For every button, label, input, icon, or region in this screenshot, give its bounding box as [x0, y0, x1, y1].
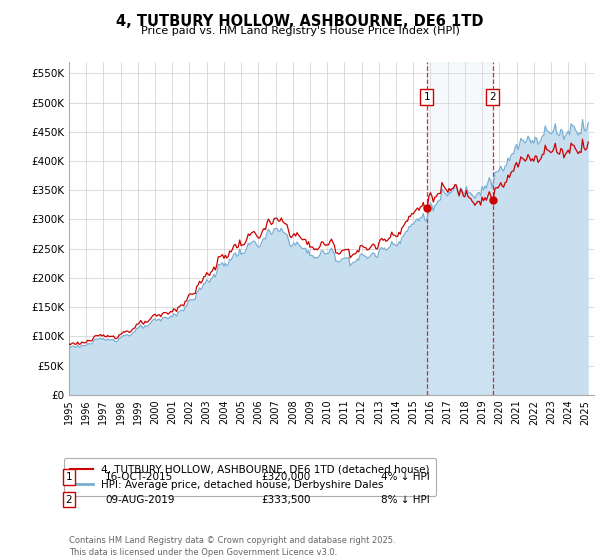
Text: 8% ↓ HPI: 8% ↓ HPI — [381, 494, 430, 505]
Text: Price paid vs. HM Land Registry's House Price Index (HPI): Price paid vs. HM Land Registry's House … — [140, 26, 460, 36]
Text: 4% ↓ HPI: 4% ↓ HPI — [381, 472, 430, 482]
Text: 16-OCT-2015: 16-OCT-2015 — [105, 472, 173, 482]
Text: Contains HM Land Registry data © Crown copyright and database right 2025.
This d: Contains HM Land Registry data © Crown c… — [69, 536, 395, 557]
Text: 09-AUG-2019: 09-AUG-2019 — [105, 494, 175, 505]
Point — [422, 203, 431, 212]
Text: 1: 1 — [424, 92, 430, 102]
Text: 1: 1 — [65, 472, 73, 482]
Point — [488, 195, 497, 204]
Text: 4, TUTBURY HOLLOW, ASHBOURNE, DE6 1TD: 4, TUTBURY HOLLOW, ASHBOURNE, DE6 1TD — [116, 14, 484, 29]
Text: £320,000: £320,000 — [261, 472, 310, 482]
Legend: 4, TUTBURY HOLLOW, ASHBOURNE, DE6 1TD (detached house), HPI: Average price, deta: 4, TUTBURY HOLLOW, ASHBOURNE, DE6 1TD (d… — [64, 458, 436, 496]
Bar — [427, 62, 493, 395]
Text: 2: 2 — [490, 92, 496, 102]
Text: 2: 2 — [65, 494, 73, 505]
Text: £333,500: £333,500 — [261, 494, 311, 505]
